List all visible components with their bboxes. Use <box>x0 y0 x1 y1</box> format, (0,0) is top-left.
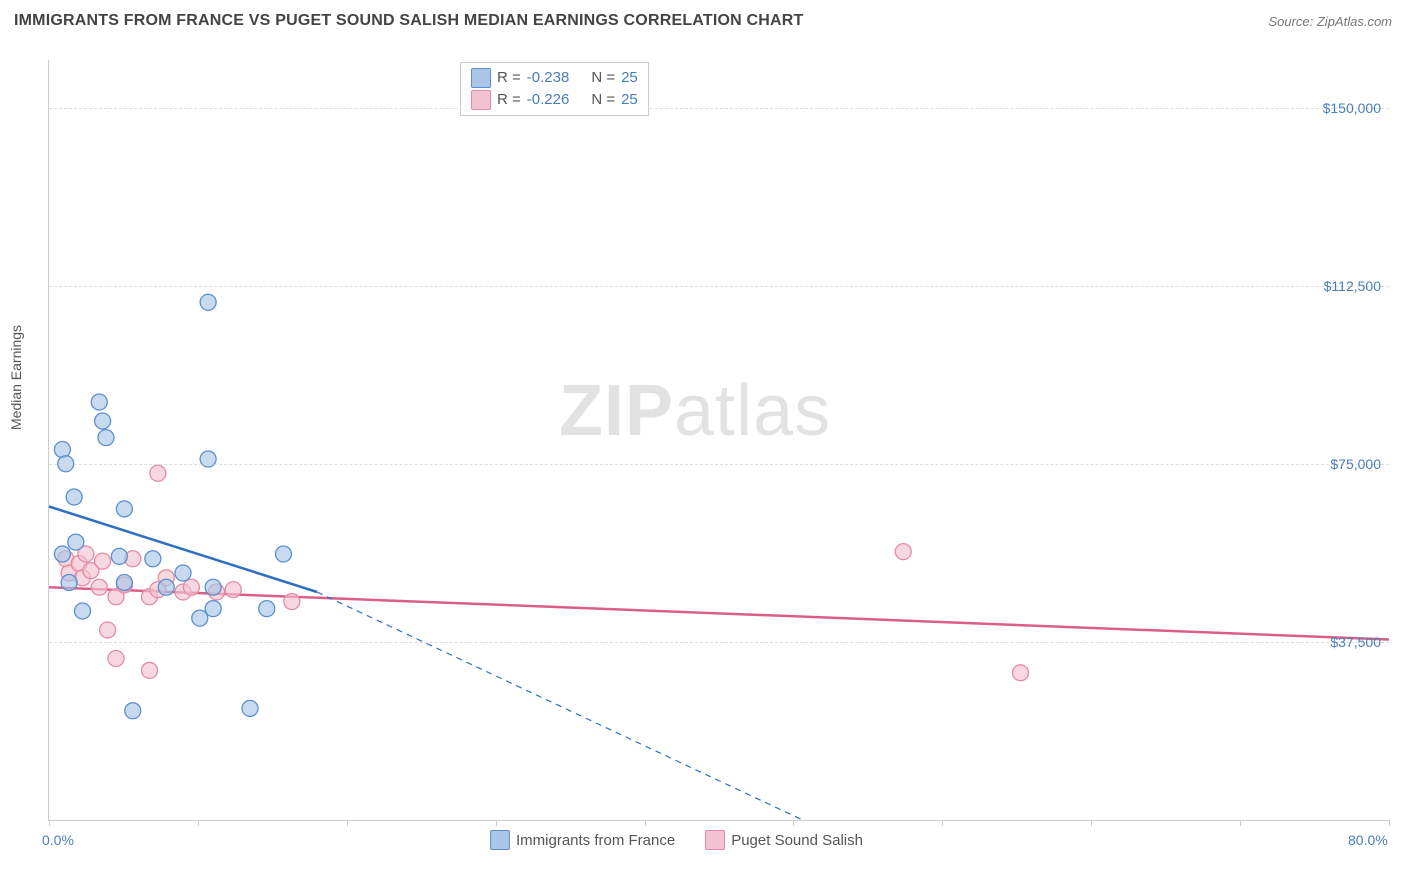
trend-line-dashed <box>317 592 803 820</box>
scatter-point-pink <box>150 465 166 481</box>
scatter-point-blue <box>116 501 132 517</box>
x-tick <box>645 820 646 826</box>
swatch-pink <box>471 90 491 110</box>
scatter-point-blue <box>200 294 216 310</box>
scatter-point-blue <box>61 575 77 591</box>
scatter-point-pink <box>183 579 199 595</box>
x-max-label: 80.0% <box>1348 832 1388 848</box>
scatter-point-pink <box>895 544 911 560</box>
swatch-blue <box>471 68 491 88</box>
scatter-point-blue <box>91 394 107 410</box>
scatter-point-blue <box>276 546 292 562</box>
scatter-point-pink <box>100 622 116 638</box>
scatter-point-blue <box>125 703 141 719</box>
x-tick <box>1240 820 1241 826</box>
x-tick <box>198 820 199 826</box>
scatter-point-pink <box>1013 665 1029 681</box>
x-tick <box>942 820 943 826</box>
legend-item-blue: Immigrants from France <box>490 830 675 850</box>
plot-area: ZIPatlas $37,500$75,000$112,500$150,000 <box>48 60 1389 821</box>
correlation-legend: R = -0.238 N = 25 R = -0.226 N = 25 <box>460 62 649 116</box>
series-legend: Immigrants from France Puget Sound Salis… <box>490 830 863 850</box>
scatter-point-blue <box>242 700 258 716</box>
scatter-point-pink <box>142 662 158 678</box>
scatter-point-blue <box>192 610 208 626</box>
gridline <box>49 642 1389 643</box>
scatter-point-blue <box>98 430 114 446</box>
y-tick-label: $150,000 <box>1323 100 1381 116</box>
legend-item-pink: Puget Sound Salish <box>705 830 863 850</box>
scatter-point-pink <box>95 553 111 569</box>
legend-label: Puget Sound Salish <box>731 832 863 849</box>
x-min-label: 0.0% <box>42 832 74 848</box>
scatter-point-blue <box>95 413 111 429</box>
scatter-point-blue <box>75 603 91 619</box>
scatter-point-blue <box>111 548 127 564</box>
scatter-point-pink <box>225 582 241 598</box>
scatter-point-blue <box>205 601 221 617</box>
scatter-point-blue <box>175 565 191 581</box>
scatter-point-pink <box>108 651 124 667</box>
y-tick-label: $37,500 <box>1330 634 1381 650</box>
source-label: Source: ZipAtlas.com <box>1268 14 1392 29</box>
x-tick <box>1389 820 1390 826</box>
gridline <box>49 286 1389 287</box>
chart-title: IMMIGRANTS FROM FRANCE VS PUGET SOUND SA… <box>14 12 804 30</box>
x-tick <box>347 820 348 826</box>
scatter-point-blue <box>116 575 132 591</box>
x-tick <box>496 820 497 826</box>
scatter-point-blue <box>205 579 221 595</box>
scatter-point-blue <box>145 551 161 567</box>
swatch-blue <box>490 830 510 850</box>
x-tick <box>49 820 50 826</box>
y-tick-label: $112,500 <box>1324 278 1381 294</box>
trend-line <box>49 587 1389 639</box>
x-tick <box>1091 820 1092 826</box>
legend-row-pink: R = -0.226 N = 25 <box>471 89 638 111</box>
x-tick <box>793 820 794 826</box>
gridline <box>49 108 1389 109</box>
scatter-point-blue <box>158 579 174 595</box>
scatter-point-pink <box>91 579 107 595</box>
legend-row-blue: R = -0.238 N = 25 <box>471 67 638 89</box>
chart-svg <box>49 60 1389 820</box>
scatter-point-pink <box>284 594 300 610</box>
y-axis-label: Median Earnings <box>8 325 24 430</box>
gridline <box>49 464 1389 465</box>
scatter-point-blue <box>54 546 70 562</box>
scatter-point-blue <box>259 601 275 617</box>
swatch-pink <box>705 830 725 850</box>
scatter-point-blue <box>54 442 70 458</box>
y-tick-label: $75,000 <box>1330 456 1381 472</box>
scatter-point-blue <box>66 489 82 505</box>
legend-label: Immigrants from France <box>516 832 675 849</box>
scatter-point-blue <box>68 534 84 550</box>
